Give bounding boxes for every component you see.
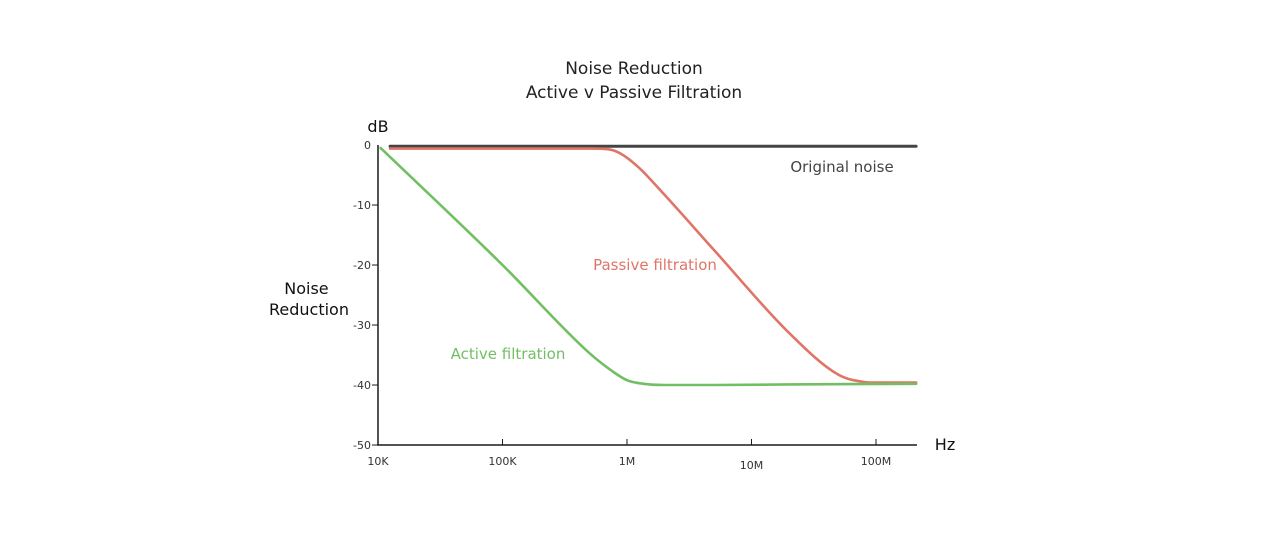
original-noise-label: Original noise [790, 158, 893, 176]
active-filtration-label: Active filtration [451, 345, 566, 363]
y-tick-label: 0 [364, 139, 371, 152]
series-lines [379, 144, 918, 387]
passive-filtration-label: Passive filtration [593, 256, 717, 274]
active-filtration-line [379, 146, 918, 387]
y-ticks: 0 -10 -20 -30 -40 -50 [353, 139, 378, 452]
x-tick-label: 100M [861, 455, 892, 468]
passive-filtration-line [388, 147, 918, 384]
y-tick-label: -40 [353, 379, 371, 392]
y-tick-label: -30 [353, 319, 371, 332]
axes [377, 145, 917, 446]
x-axis-unit: Hz [935, 435, 955, 454]
x-tick-label: 10M [740, 459, 764, 472]
y-axis-unit: dB [367, 117, 388, 136]
y-tick-label: -10 [353, 199, 371, 212]
y-axis-label-line-2: Reduction [269, 300, 349, 319]
series-labels: Original noise Passive filtration Active f… [451, 158, 894, 363]
x-tick-label: 1M [619, 455, 636, 468]
y-axis-label: Noise Reduction [269, 279, 349, 319]
x-tick-label: 100K [488, 455, 517, 468]
chart-subtitle: Active v Passive Filtration [526, 83, 742, 103]
x-tick-label: 10K [367, 455, 389, 468]
y-axis-label-line-1: Noise [284, 279, 328, 298]
y-tick-label: -50 [353, 439, 371, 452]
chart-title: Noise Reduction [565, 59, 703, 79]
x-ticks: 10K 100K 1M 10M 100M [367, 439, 891, 472]
y-tick-label: -20 [353, 259, 371, 272]
